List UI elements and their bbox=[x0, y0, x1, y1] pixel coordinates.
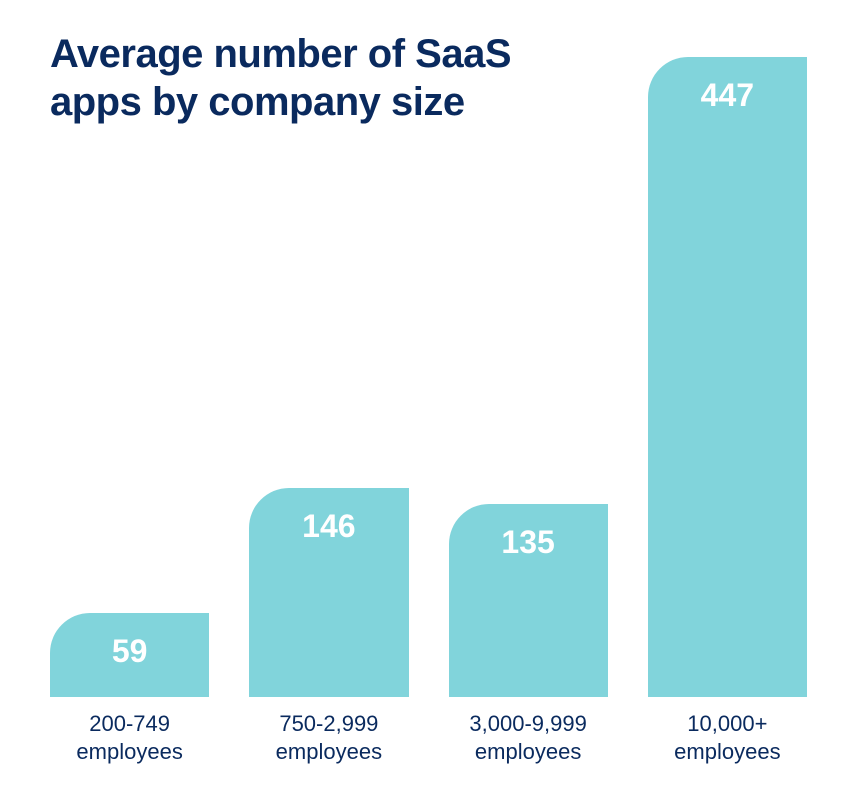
bar-wrapper: 135 bbox=[449, 504, 608, 697]
bar-label-line2: employees bbox=[76, 739, 182, 764]
bar-wrapper: 447 bbox=[648, 57, 807, 697]
bars-area: 59 146 135 447 bbox=[50, 57, 807, 697]
bar-label-line1: 200-749 bbox=[89, 711, 170, 736]
bar-3: 447 bbox=[648, 57, 807, 697]
bar-label-line1: 750-2,999 bbox=[279, 711, 378, 736]
bar-value: 59 bbox=[112, 633, 148, 670]
bar-2: 135 bbox=[449, 504, 608, 697]
labels-area: 200-749 employees 750-2,999 employees 3,… bbox=[50, 710, 807, 767]
bar-1: 146 bbox=[249, 488, 408, 697]
bar-value: 146 bbox=[302, 508, 355, 545]
bar-label: 750-2,999 employees bbox=[249, 710, 408, 767]
bar-wrapper: 59 bbox=[50, 613, 209, 697]
bar-label-line1: 3,000-9,999 bbox=[469, 711, 586, 736]
bar-value: 135 bbox=[501, 524, 554, 561]
bar-label: 200-749 employees bbox=[50, 710, 209, 767]
bar-label: 10,000+ employees bbox=[648, 710, 807, 767]
bar-label-line2: employees bbox=[475, 739, 581, 764]
bar-label-line2: employees bbox=[276, 739, 382, 764]
bar-value: 447 bbox=[701, 77, 754, 114]
chart-container: Average number of SaaS apps by company s… bbox=[0, 0, 842, 792]
bar-label-line1: 10,000+ bbox=[687, 711, 767, 736]
bar-label-line2: employees bbox=[674, 739, 780, 764]
bar-0: 59 bbox=[50, 613, 209, 697]
bar-label: 3,000-9,999 employees bbox=[449, 710, 608, 767]
bar-wrapper: 146 bbox=[249, 488, 408, 697]
